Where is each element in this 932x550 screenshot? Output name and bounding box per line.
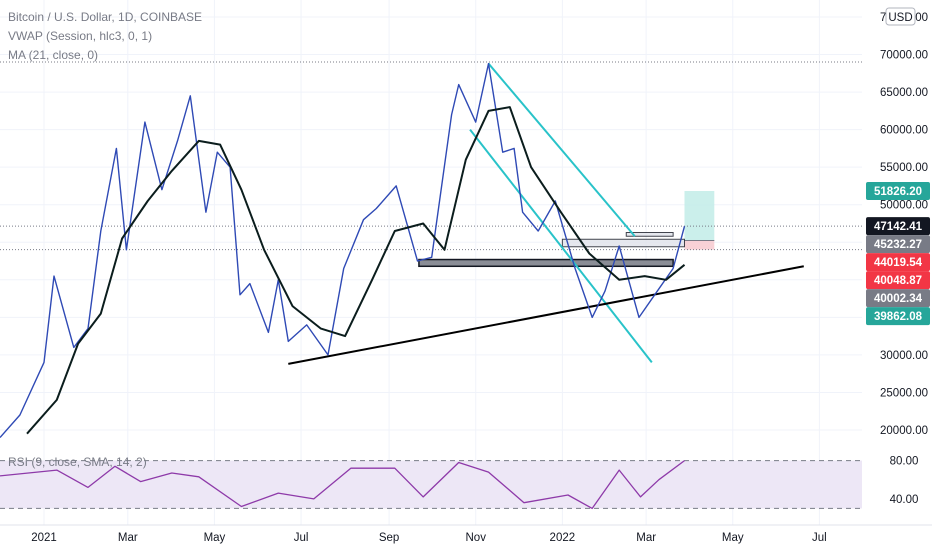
time-axis: 2021 Mar May Jul Sep Nov 2022 Mar May Jul: [0, 524, 932, 544]
rsi-tick-label: 40.00: [890, 494, 919, 506]
price-tag-bg: [866, 289, 930, 308]
price-tag: 51826.20: [866, 182, 930, 201]
price-tag-label: 44019.54: [874, 257, 923, 269]
price-tag-bg: [866, 235, 930, 254]
currency-badge[interactable]: USD: [885, 7, 916, 26]
rsi-pane: [0, 460, 862, 510]
price-series-line: [0, 62, 686, 438]
rsi-tick-label: 80.00: [890, 456, 919, 468]
ascending-trendline: [288, 265, 804, 365]
x-tick-label: May: [204, 532, 226, 544]
channel-upper-line: [487, 62, 636, 237]
legend-symbol[interactable]: Bitcoin / U.S. Dollar, 1D, COINBASE: [8, 10, 202, 24]
price-tag-label: 51826.20: [874, 186, 922, 198]
x-tick-label: Sep: [379, 532, 399, 544]
descending-channel: [469, 62, 653, 364]
currency-label: USD: [888, 12, 912, 24]
range-box: [418, 258, 674, 268]
price-tag-label: 47142.41: [874, 221, 923, 233]
legend-vwap[interactable]: VWAP (Session, hlc3, 0, 1): [8, 29, 152, 43]
y-tick-label: 55000.00: [880, 162, 928, 174]
price-tag-bg: [866, 271, 930, 290]
channel-lower-line: [469, 129, 653, 364]
rsi-band: [0, 460, 862, 509]
price-tag-bg: [866, 307, 930, 326]
y-tick-label: 30000.00: [880, 350, 928, 362]
y-tick-label: 70000.00: [880, 50, 928, 62]
position-zones: [684, 191, 715, 250]
range-box: [561, 238, 685, 248]
legend-rsi[interactable]: RSI (9, close, SMA, 14, 2): [8, 455, 147, 469]
price-tag-bg: [866, 253, 930, 272]
x-tick-label: Jul: [812, 532, 827, 544]
y-tick-label: 50000.00: [880, 200, 928, 212]
price-tag-label: 40002.34: [874, 293, 923, 305]
price-tags: 51826.20 47142.41 45232.27 44019.54 40048.87…: [866, 182, 930, 326]
price-tag-bg: [866, 182, 930, 201]
price-tag-label: 45232.27: [874, 239, 922, 251]
ma-series-line: [26, 106, 686, 435]
range-box: [625, 232, 674, 237]
x-tick-label: Nov: [466, 532, 487, 544]
range-boxes: [418, 232, 685, 268]
x-tick-label: Mar: [636, 532, 656, 544]
price-tag-label: 40048.87: [874, 275, 922, 287]
price-tag-label: 39862.08: [874, 311, 923, 323]
price-tag: 40048.87: [866, 271, 930, 290]
x-tick-label: 2021: [31, 532, 57, 544]
legend-ma[interactable]: MA (21, close, 0): [8, 48, 98, 62]
y-tick-label: 25000.00: [880, 387, 928, 399]
price-tag: 44019.54: [866, 253, 930, 272]
y-tick-label: 65000.00: [880, 87, 928, 99]
target-zone: [684, 191, 715, 241]
x-tick-label: Jul: [294, 532, 309, 544]
x-tick-label: 2022: [550, 532, 576, 544]
x-tick-label: May: [722, 532, 744, 544]
trendline-line: [288, 265, 804, 365]
price-tag: 39862.08: [866, 307, 930, 326]
series-lines: [0, 62, 686, 438]
y-tick-label: 60000.00: [880, 125, 928, 137]
price-tag-bg: [866, 217, 930, 236]
y-tick-label: 20000.00: [880, 425, 928, 437]
price-tag: 45232.27: [866, 235, 930, 254]
price-tag: 47142.41: [866, 217, 930, 236]
price-tag: 40002.34: [866, 289, 930, 308]
rsi-series-line: [0, 460, 685, 510]
x-tick-label: Mar: [118, 532, 138, 544]
stop-zone: [684, 240, 715, 250]
